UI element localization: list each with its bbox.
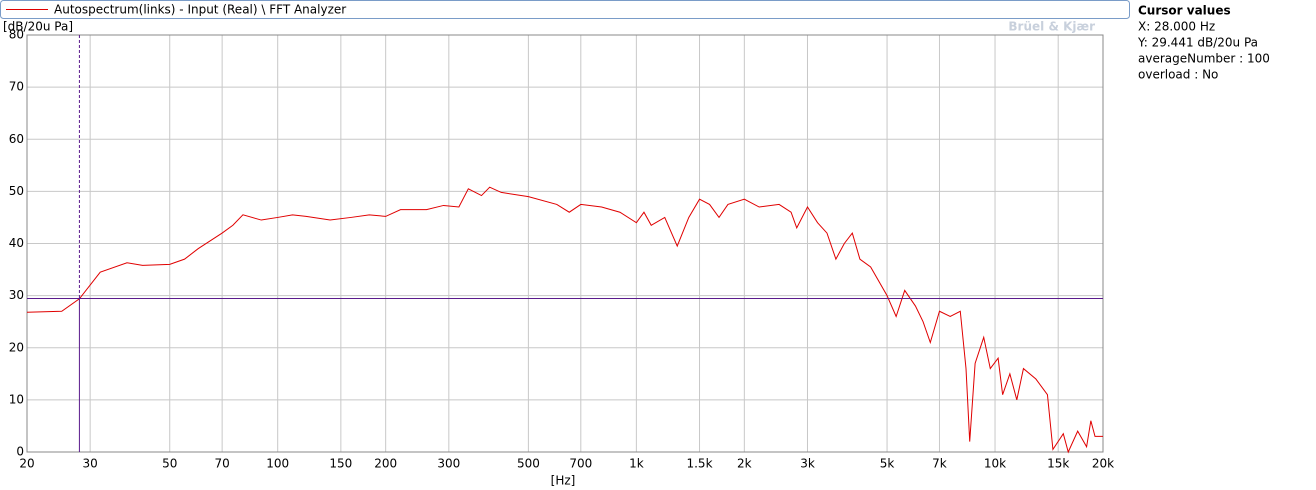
y-tick-label: 30 bbox=[9, 288, 24, 302]
x-tick-label: 1k bbox=[629, 457, 644, 471]
legend-box bbox=[0, 0, 1130, 19]
x-tick-label: 15k bbox=[1047, 457, 1069, 471]
x-tick-label: 7k bbox=[932, 457, 947, 471]
x-tick-label: 5k bbox=[880, 457, 895, 471]
x-tick-label: 2k bbox=[737, 457, 752, 471]
y-tick-label: 70 bbox=[9, 80, 24, 94]
y-tick-label: 10 bbox=[9, 392, 24, 406]
cursor-line: overload : No bbox=[1138, 68, 1218, 82]
x-tick-label: 30 bbox=[83, 457, 98, 471]
x-tick-label: 100 bbox=[266, 457, 289, 471]
cursor-line: averageNumber : 100 bbox=[1138, 52, 1270, 66]
y-tick-label: 80 bbox=[9, 28, 24, 42]
y-tick-label: 40 bbox=[9, 236, 24, 250]
cursor-panel-title: Cursor values bbox=[1138, 4, 1231, 18]
x-tick-label: 10k bbox=[984, 457, 1006, 471]
x-axis-label: [Hz] bbox=[551, 474, 576, 488]
x-tick-label: 700 bbox=[569, 457, 592, 471]
x-tick-label: 20 bbox=[19, 457, 34, 471]
x-tick-label: 1.5k bbox=[686, 457, 712, 471]
plot-frame bbox=[26, 34, 1104, 453]
x-tick-label: 500 bbox=[517, 457, 540, 471]
cursor-line: X: 28.000 Hz bbox=[1138, 20, 1215, 34]
y-tick-label: 20 bbox=[9, 340, 24, 354]
y-axis-label: [dB/20u Pa] bbox=[3, 20, 73, 34]
y-tick-label: 0 bbox=[16, 445, 24, 459]
y-tick-label: 50 bbox=[9, 184, 24, 198]
x-tick-label: 200 bbox=[374, 457, 397, 471]
spectrum-line bbox=[26, 186, 1103, 454]
x-tick-label: 70 bbox=[214, 457, 229, 471]
x-tick-label: 300 bbox=[437, 457, 460, 471]
x-tick-label: 50 bbox=[162, 457, 177, 471]
cursor-line: Y: 29.441 dB/20u Pa bbox=[1137, 36, 1258, 50]
x-tick-label: 3k bbox=[800, 457, 815, 471]
y-tick-label: 60 bbox=[9, 132, 24, 146]
x-tick-label: 150 bbox=[329, 457, 352, 471]
watermark: Brüel & Kjær bbox=[1008, 20, 1095, 34]
legend-label: Autospectrum(links) - Input (Real) \ FFT… bbox=[54, 3, 346, 17]
x-tick-label: 20k bbox=[1092, 457, 1114, 471]
